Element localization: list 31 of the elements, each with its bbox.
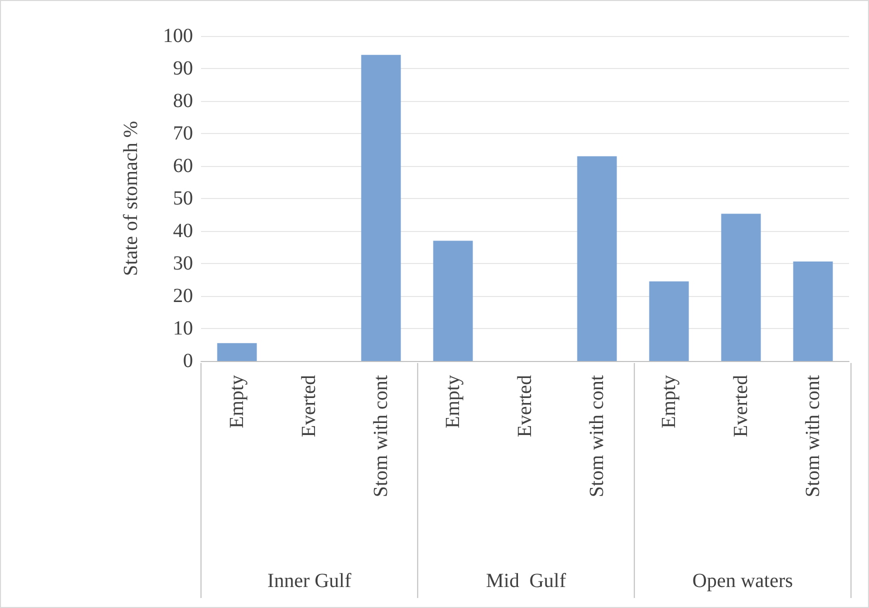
x-tick-label: Stom with cont bbox=[586, 374, 608, 498]
bar bbox=[361, 54, 401, 361]
y-tick-label: 20 bbox=[173, 285, 193, 307]
bar bbox=[721, 214, 761, 361]
text: Inner Gulf bbox=[267, 570, 352, 592]
y-tick-label: 10 bbox=[173, 318, 193, 340]
y-tick-label: 80 bbox=[173, 90, 193, 112]
x-tick-label: Stom with cont bbox=[370, 374, 392, 498]
x-tick-label: Empty bbox=[226, 375, 248, 428]
x-tick-label: Stom with cont bbox=[802, 374, 824, 498]
x-tick-label: Empty bbox=[658, 375, 680, 428]
x-tick-label: Everted bbox=[514, 375, 536, 438]
bar bbox=[217, 343, 257, 361]
y-axis-title: State of stomach % bbox=[120, 121, 142, 276]
bar bbox=[577, 156, 617, 361]
x-tick-label: Everted bbox=[730, 375, 752, 438]
x-tick-label: Empty bbox=[442, 375, 464, 428]
bar bbox=[793, 262, 833, 361]
text: Open waters bbox=[692, 570, 794, 592]
y-tick-label: 30 bbox=[173, 252, 193, 274]
y-tick-label: 70 bbox=[173, 122, 193, 144]
y-tick-label: 90 bbox=[173, 58, 193, 80]
x-tick-label: Everted bbox=[298, 375, 320, 438]
bar bbox=[649, 281, 689, 361]
y-tick-label: 60 bbox=[173, 155, 193, 177]
y-tick-label: 40 bbox=[173, 220, 193, 242]
y-tick-label: 100 bbox=[163, 25, 193, 47]
y-tick-label: 50 bbox=[173, 188, 193, 210]
bar bbox=[433, 240, 473, 361]
text: Mid Gulf bbox=[486, 570, 566, 592]
y-tick-label: 0 bbox=[183, 350, 193, 372]
